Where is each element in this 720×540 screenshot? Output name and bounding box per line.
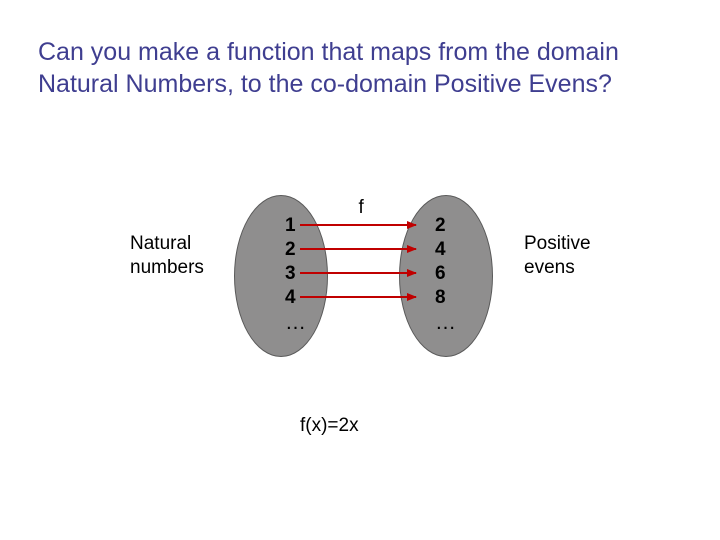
ellipsis: … [435,310,456,336]
set-value: 6 [435,262,456,286]
codomain-label-line2: evens [524,257,575,278]
set-value: 3 [285,262,306,286]
set-value: 2 [435,214,456,238]
domain-values: 1234… [285,214,306,336]
ellipsis: … [285,310,306,336]
set-value: 2 [285,238,306,262]
set-value: 4 [285,286,306,310]
set-value: 1 [285,214,306,238]
set-value: 4 [435,238,456,262]
domain-label: Natural numbers [130,232,204,281]
codomain-label-line1: Positive [524,233,591,254]
domain-label-line2: numbers [130,257,204,278]
domain-label-line1: Natural [130,233,191,254]
function-name-label: f [359,197,364,219]
mapping-arrows [0,0,720,540]
codomain-values: 2468… [435,214,456,336]
set-value: 8 [435,286,456,310]
codomain-label: Positive evens [524,232,591,281]
function-formula: f(x)=2x [300,415,359,437]
